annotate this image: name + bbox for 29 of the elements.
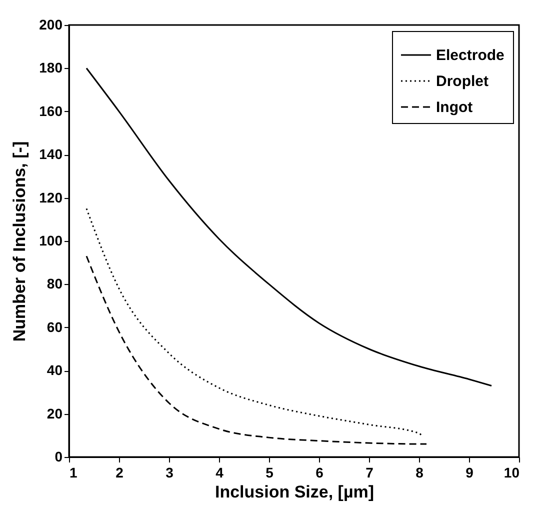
x-tick-label: 8 xyxy=(416,464,424,480)
y-tick-label: 160 xyxy=(39,102,63,119)
x-tick-label: 5 xyxy=(266,464,274,480)
y-tick-label: 200 xyxy=(39,16,63,32)
y-tick-label: 40 xyxy=(46,362,63,378)
y-tick-label: 140 xyxy=(39,146,63,162)
x-tick-label: 1 xyxy=(70,464,78,480)
line-series xyxy=(86,208,422,436)
line-series xyxy=(86,255,428,445)
y-tick-label: 60 xyxy=(46,318,63,335)
y-tick-label: 0 xyxy=(54,448,63,464)
x-tick-label: 2 xyxy=(116,464,124,480)
y-axis-title: Number of Inclusions, [-] xyxy=(10,141,30,342)
x-tick-label: 7 xyxy=(366,464,374,480)
legend-label: Droplet xyxy=(436,73,489,90)
legend-label: Ingot xyxy=(436,99,473,116)
x-tick-label: 6 xyxy=(316,464,324,480)
y-tick-label: 180 xyxy=(39,60,63,76)
x-tick-label: 9 xyxy=(466,464,474,480)
x-tick-label: 4 xyxy=(216,464,224,480)
x-tick-label: 10 xyxy=(504,464,520,480)
y-tick-label: 100 xyxy=(39,232,63,248)
x-axis-title: Inclusion Size, [µm] xyxy=(214,482,374,502)
y-tick-label: 80 xyxy=(46,276,63,292)
x-tick-label: 3 xyxy=(166,464,174,480)
line-series xyxy=(86,67,492,386)
y-tick-label: 20 xyxy=(46,405,63,422)
legend-label: Electrode xyxy=(436,47,504,64)
y-tick-label: 120 xyxy=(39,189,63,206)
